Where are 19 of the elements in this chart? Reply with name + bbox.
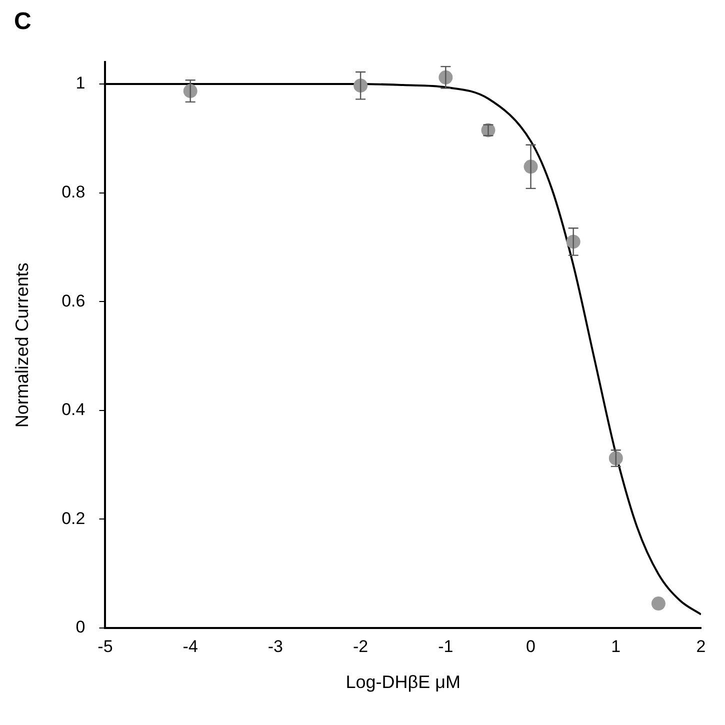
y-tick-label: 0.4 [62, 400, 86, 420]
y-tick-label: 0 [76, 618, 86, 637]
text: C [14, 8, 32, 36]
x-tick-label: -4 [182, 636, 198, 656]
x-tick-label: -5 [98, 636, 113, 656]
x-tick-label: 1 [611, 636, 621, 656]
point [651, 596, 666, 611]
y-tick-label: 0.2 [62, 508, 86, 528]
y-tick-label: 0.6 [62, 291, 86, 310]
y-tick-label: 1 [76, 74, 86, 93]
x-tick-label: 2 [696, 636, 706, 656]
x-tick-label: 0 [526, 636, 536, 656]
x-tick-label: -3 [268, 636, 284, 656]
x-tick-label: -1 [438, 636, 454, 656]
y-axis-title: Normalized Currents [12, 262, 32, 428]
point [354, 78, 368, 93]
x-axis-title: Log-DHβE μM [346, 672, 460, 692]
y-tick-label: 0.8 [62, 182, 86, 202]
x-tick-label: -2 [353, 636, 368, 656]
